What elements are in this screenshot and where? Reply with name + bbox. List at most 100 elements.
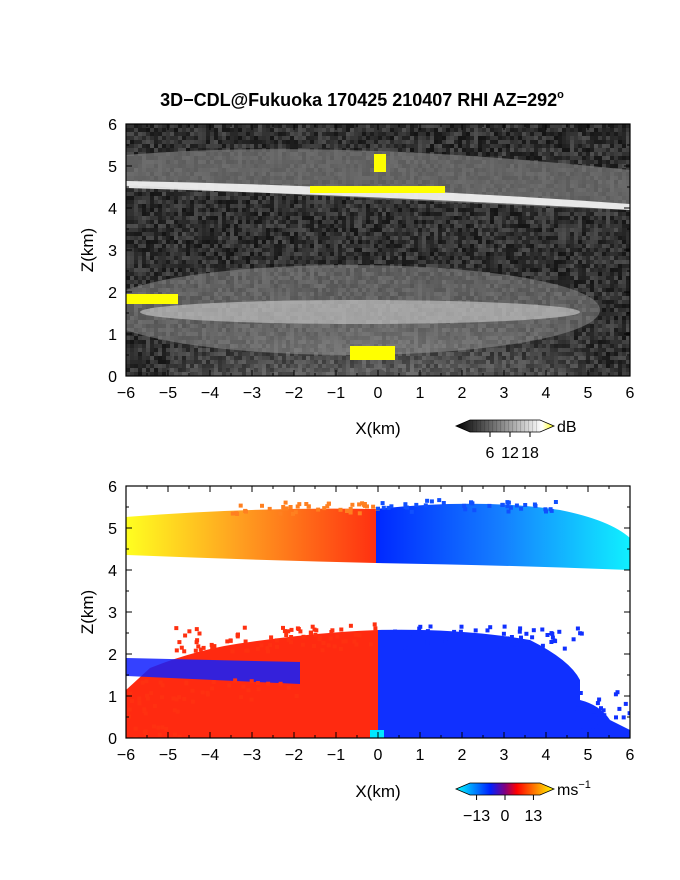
reflectivity-noise-cell	[602, 160, 606, 164]
reflectivity-noise-cell	[546, 248, 550, 252]
reflectivity-noise-cell	[466, 252, 470, 256]
reflectivity-noise-cell	[462, 124, 466, 128]
reflectivity-noise-cell	[166, 276, 170, 280]
reflectivity-noise-cell	[334, 136, 338, 140]
reflectivity-noise-cell	[622, 144, 626, 148]
reflectivity-noise-cell	[182, 260, 186, 264]
reflectivity-noise-cell	[194, 208, 198, 212]
reflectivity-noise-cell	[602, 228, 606, 232]
reflectivity-noise-cell	[574, 124, 578, 128]
reflectivity-noise-cell	[474, 240, 478, 244]
reflectivity-noise-cell	[618, 268, 622, 272]
reflectivity-noise-cell	[342, 212, 346, 216]
reflectivity-noise-cell	[538, 252, 542, 256]
reflectivity-noise-cell	[230, 232, 234, 236]
reflectivity-noise-cell	[218, 144, 222, 148]
reflectivity-noise-cell	[534, 140, 538, 144]
reflectivity-noise-cell	[294, 212, 298, 216]
reflectivity-noise-cell	[282, 248, 286, 252]
reflectivity-noise-cell	[434, 208, 438, 212]
reflectivity-noise-cell	[502, 156, 506, 160]
reflectivity-noise-cell	[562, 232, 566, 236]
reflectivity-noise-cell	[430, 140, 434, 144]
reflectivity-noise-cell	[202, 244, 206, 248]
reflectivity-noise-cell	[578, 228, 582, 232]
reflectivity-noise-cell	[554, 156, 558, 160]
reflectivity-noise-cell	[618, 136, 622, 140]
reflectivity-noise-cell	[602, 148, 606, 152]
reflectivity-noise-cell	[610, 216, 614, 220]
reflectivity-noise-cell	[306, 232, 310, 236]
reflectivity-noise-cell	[578, 256, 582, 260]
reflectivity-noise-cell	[278, 248, 282, 252]
reflectivity-noise-cell	[222, 208, 226, 212]
reflectivity-noise-cell	[262, 256, 266, 260]
reflectivity-noise-cell	[622, 132, 626, 136]
reflectivity-noise-cell	[590, 272, 594, 276]
reflectivity-noise-cell	[386, 244, 390, 248]
reflectivity-noise-cell	[170, 200, 174, 204]
reflectivity-noise-cell	[186, 208, 190, 212]
reflectivity-noise-cell	[598, 148, 602, 152]
reflectivity-noise-cell	[430, 224, 434, 228]
reflectivity-noise-cell	[394, 208, 398, 212]
reflectivity-noise-cell	[362, 212, 366, 216]
reflectivity-noise-cell	[330, 208, 334, 212]
reflectivity-noise-cell	[582, 124, 586, 128]
reflectivity-noise-cell	[138, 140, 142, 144]
reflectivity-noise-cell	[162, 204, 166, 208]
reflectivity-noise-cell	[342, 252, 346, 256]
reflectivity-noise-cell	[498, 132, 502, 136]
reflectivity-noise-cell	[254, 252, 258, 256]
reflectivity-noise-cell	[562, 136, 566, 140]
reflectivity-noise-cell	[262, 136, 266, 140]
reflectivity-noise-cell	[582, 240, 586, 244]
reflectivity-noise-cell	[306, 196, 310, 200]
reflectivity-noise-cell	[518, 244, 522, 248]
reflectivity-noise-cell	[430, 220, 434, 224]
reflectivity-noise-cell	[598, 232, 602, 236]
reflectivity-noise-cell	[246, 140, 250, 144]
reflectivity-noise-cell	[514, 252, 518, 256]
reflectivity-noise-cell	[210, 208, 214, 212]
reflectivity-noise-cell	[562, 268, 566, 272]
reflectivity-noise-cell	[306, 212, 310, 216]
reflectivity-noise-cell	[462, 208, 466, 212]
reflectivity-noise-cell	[542, 148, 546, 152]
reflectivity-noise-cell	[134, 236, 138, 240]
reflectivity-noise-cell	[266, 260, 270, 264]
reflectivity-noise-cell	[310, 244, 314, 248]
reflectivity-noise-cell	[342, 260, 346, 264]
reflectivity-noise-cell	[310, 144, 314, 148]
reflectivity-noise-cell	[218, 240, 222, 244]
reflectivity-noise-cell	[166, 260, 170, 264]
reflectivity-noise-cell	[378, 216, 382, 220]
reflectivity-noise-cell	[218, 136, 222, 140]
reflectivity-noise-cell	[442, 140, 446, 144]
reflectivity-noise-cell	[138, 224, 142, 228]
reflectivity-noise-cell	[278, 212, 282, 216]
reflectivity-noise-cell	[298, 204, 302, 208]
reflectivity-noise-cell	[158, 144, 162, 148]
reflectivity-noise-cell	[238, 208, 242, 212]
reflectivity-noise-cell	[242, 132, 246, 136]
reflectivity-noise-cell	[302, 256, 306, 260]
reflectivity-noise-cell	[394, 148, 398, 152]
reflectivity-noise-cell	[342, 228, 346, 232]
reflectivity-noise-cell	[350, 148, 354, 152]
reflectivity-noise-cell	[214, 232, 218, 236]
reflectivity-noise-cell	[270, 256, 274, 260]
reflectivity-noise-cell	[190, 216, 194, 220]
reflectivity-noise-cell	[398, 200, 402, 204]
reflectivity-noise-cell	[586, 140, 590, 144]
reflectivity-noise-cell	[374, 204, 378, 208]
reflectivity-noise-cell	[198, 232, 202, 236]
reflectivity-noise-cell	[270, 200, 274, 204]
reflectivity-noise-cell	[514, 232, 518, 236]
reflectivity-noise-cell	[598, 144, 602, 148]
reflectivity-noise-cell	[594, 256, 598, 260]
reflectivity-noise-cell	[426, 220, 430, 224]
reflectivity-noise-cell	[134, 276, 138, 280]
reflectivity-noise-cell	[450, 224, 454, 228]
reflectivity-noise-cell	[494, 128, 498, 132]
